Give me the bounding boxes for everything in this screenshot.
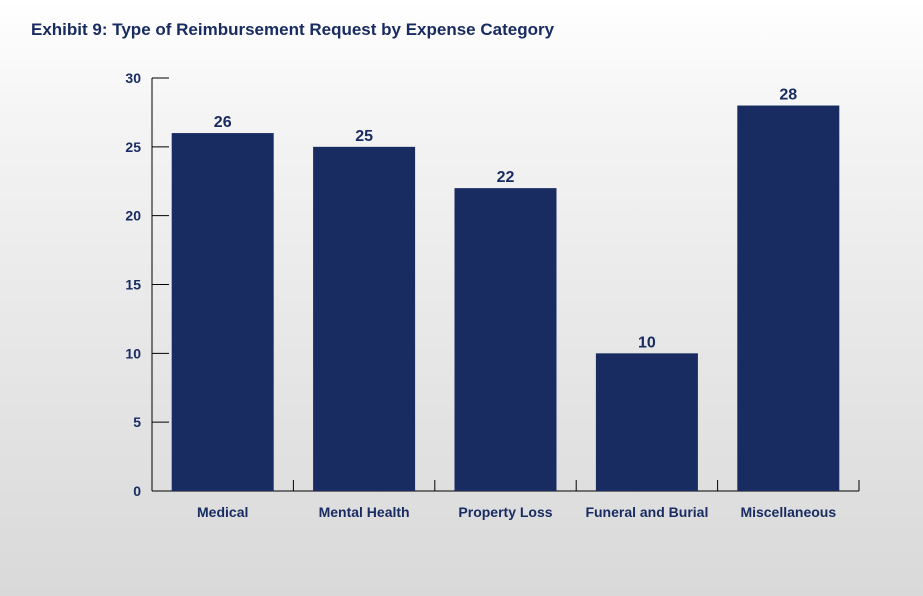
data-label: 28 bbox=[779, 87, 797, 104]
y-tick-label: 25 bbox=[125, 139, 141, 155]
y-tick-label: 20 bbox=[125, 208, 141, 224]
y-tick-label: 30 bbox=[125, 70, 141, 86]
data-label: 10 bbox=[638, 334, 656, 351]
category-label: Medical bbox=[197, 504, 248, 520]
bar bbox=[595, 353, 698, 491]
bar bbox=[313, 146, 416, 492]
data-label: 26 bbox=[214, 114, 232, 131]
y-tick-label: 5 bbox=[133, 414, 141, 430]
labels: 0 5 10 15 20 25 30 26 Medical 25 Mental Health 22 Pr… bbox=[125, 70, 836, 520]
y-tick-label: 10 bbox=[125, 345, 141, 361]
category-label: Miscellaneous bbox=[740, 504, 836, 520]
data-label: 25 bbox=[355, 128, 373, 145]
bar bbox=[171, 133, 274, 492]
data-label: 22 bbox=[497, 169, 515, 186]
y-tick-label: 15 bbox=[125, 277, 141, 293]
y-tick-label: 0 bbox=[133, 483, 141, 499]
bar bbox=[737, 105, 840, 492]
chart-title: Exhibit 9: Type of Reimbursement Request… bbox=[31, 20, 555, 39]
bars bbox=[171, 105, 840, 492]
category-label: Mental Health bbox=[319, 504, 410, 520]
category-label: Funeral and Burial bbox=[585, 504, 708, 520]
bar bbox=[454, 188, 557, 491]
category-label: Property Loss bbox=[458, 504, 552, 520]
